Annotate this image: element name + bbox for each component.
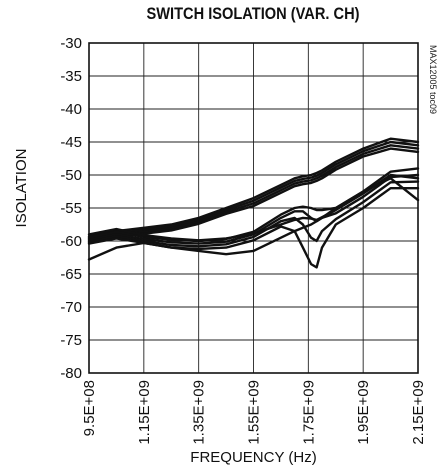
y-tick-label: -30 [60,35,82,52]
x-axis-ticks: 9.5E+08 1.15E+09 1.35E+09 1.55E+09 1.75E+09 1… [81,380,427,445]
y-axis-label: ISOLATION [13,149,30,228]
x-tick-label: 1.35E+09 [191,380,208,445]
x-tick-label: 1.75E+09 [300,380,317,445]
series-group [87,137,420,269]
y-tick-label: -35 [60,68,82,85]
y-tick-label: -75 [60,332,82,349]
series-line-7 [87,180,420,248]
y-tick-label: -60 [60,233,82,250]
series-line-9 [87,177,420,261]
grid [88,42,419,374]
x-tick-label: 2.15E+09 [410,380,427,445]
x-tick-label: 1.55E+09 [246,380,263,445]
series-line-10 [87,173,420,242]
watermark-label: MAX12005 toc09 [428,45,438,114]
x-tick-label: 1.95E+09 [355,380,372,445]
plot-frame [88,42,419,374]
y-tick-label: -50 [60,167,82,184]
series-line-1 [87,137,420,238]
x-tick-label: 9.5E+08 [81,380,98,436]
x-axis-label: FREQUENCY (Hz) [190,449,316,466]
series-line-3 [87,144,420,242]
y-tick-label: -55 [60,200,82,217]
chart-title: SWITCH ISOLATION (VAR. CH) [146,4,360,23]
y-tick-label: -45 [60,134,82,151]
y-tick-label: -40 [60,101,82,118]
series-line-2 [87,140,420,240]
y-axis-ticks: -30 -35 -40 -45 -50 -55 -60 -65 -70 -75 -80 [60,35,82,382]
series-line-4 [87,147,420,244]
series-line-6 [87,173,420,245]
y-tick-label: -80 [60,365,82,382]
y-tick-label: -65 [60,266,82,283]
y-tick-label: -70 [60,299,82,316]
x-tick-label: 1.15E+09 [136,380,153,445]
